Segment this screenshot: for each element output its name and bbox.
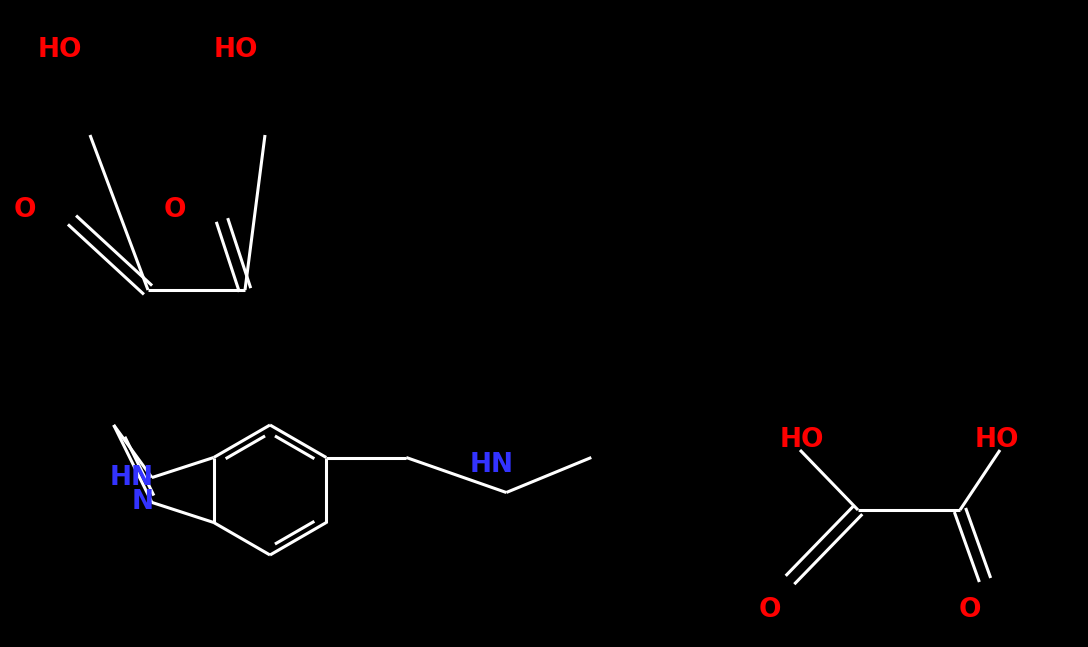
Text: HO: HO	[780, 427, 825, 453]
Text: HO: HO	[38, 37, 83, 63]
Text: O: O	[758, 597, 781, 623]
Text: HN: HN	[110, 465, 153, 490]
Text: O: O	[164, 197, 186, 223]
Text: HN: HN	[469, 452, 514, 477]
Text: HO: HO	[214, 37, 259, 63]
Text: O: O	[14, 197, 36, 223]
Text: N: N	[132, 489, 153, 516]
Text: HO: HO	[975, 427, 1019, 453]
Text: O: O	[959, 597, 981, 623]
